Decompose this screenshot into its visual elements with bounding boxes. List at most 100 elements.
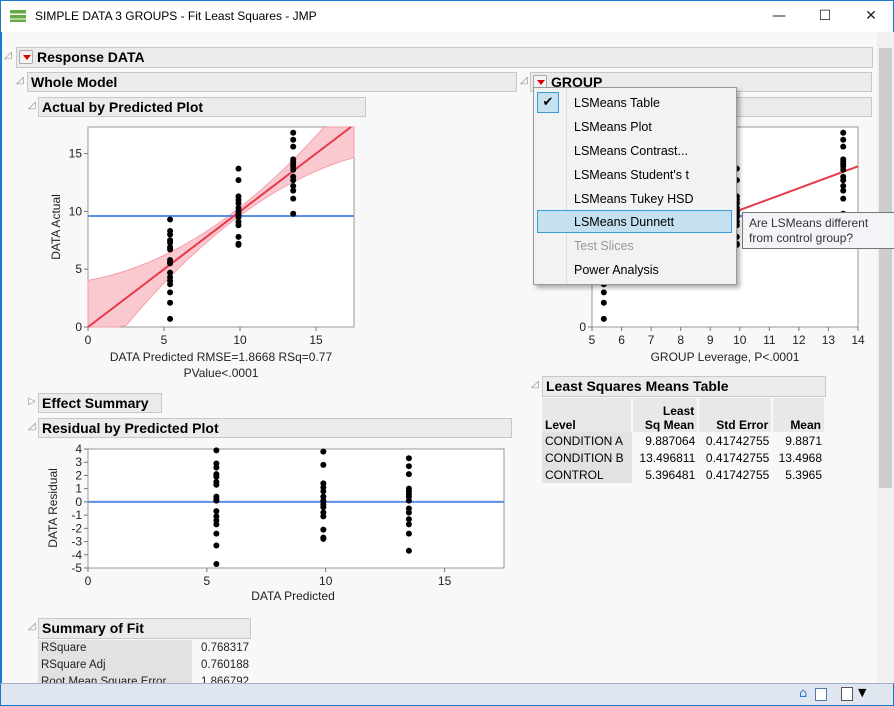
group-options-menu: ✔ LSMeans Table LSMeans Plot LSMeans Con… bbox=[533, 87, 737, 285]
menu-item-lsmeans-tukey-hsd[interactable]: LSMeans Tukey HSD bbox=[574, 192, 694, 206]
data-point bbox=[167, 281, 174, 288]
data-point bbox=[290, 187, 297, 194]
response-header: Response DATA bbox=[16, 47, 873, 68]
cell: 5.396481 bbox=[645, 467, 696, 482]
data-point bbox=[840, 129, 847, 136]
maximize-button[interactable]: ☐ bbox=[818, 8, 832, 24]
y-tick-label: -5 bbox=[71, 561, 82, 575]
residual-by-predicted-header[interactable]: Residual by Predicted Plot bbox=[38, 418, 512, 438]
data-point bbox=[840, 182, 847, 189]
cell: 5.3965 bbox=[785, 467, 822, 482]
menu-item-lsmeans-contrast[interactable]: LSMeans Contrast... bbox=[574, 144, 688, 158]
x-tick-label: 8 bbox=[677, 333, 684, 347]
collapse-triangle-icon[interactable]: ◿ bbox=[28, 621, 36, 632]
menu-item-lsmeans-plot[interactable]: LSMeans Plot bbox=[574, 120, 652, 134]
response-title: Response DATA bbox=[37, 49, 145, 65]
jmp-app-icon bbox=[10, 10, 26, 22]
effect-summary-header[interactable]: Effect Summary bbox=[38, 393, 162, 413]
y-tick-label: -3 bbox=[71, 535, 82, 549]
data-point bbox=[405, 530, 412, 537]
status-bar: ⌂ ▼ bbox=[0, 683, 894, 706]
y-tick-label: 15 bbox=[69, 147, 83, 161]
data-point bbox=[840, 136, 847, 143]
data-point bbox=[167, 289, 174, 296]
window-list-icon[interactable] bbox=[841, 687, 853, 701]
data-point bbox=[235, 233, 242, 240]
scrollbar-thumb[interactable] bbox=[879, 48, 892, 488]
menu-item-lsmeans-students-t[interactable]: LSMeans Student's t bbox=[574, 168, 689, 182]
value-rmse: 1.866792 bbox=[201, 676, 249, 683]
expand-triangle-icon[interactable]: ▷ bbox=[28, 396, 36, 407]
collapse-triangle-icon[interactable]: ◿ bbox=[531, 379, 539, 390]
y-tick-label: 0 bbox=[75, 320, 82, 334]
data-point bbox=[600, 289, 607, 296]
menu-item-lsmeans-table[interactable]: LSMeans Table bbox=[574, 96, 660, 110]
x-tick-label: 14 bbox=[851, 333, 865, 347]
y-axis-label: DATA Actual bbox=[49, 194, 63, 260]
collapse-triangle-icon[interactable]: ◿ bbox=[28, 421, 36, 432]
red-triangle-menu-icon[interactable] bbox=[19, 50, 33, 64]
y-tick-label: 10 bbox=[69, 204, 83, 218]
x-axis-label: DATA Predicted bbox=[251, 589, 335, 603]
close-button[interactable]: ✕ bbox=[865, 8, 877, 24]
menu-item-lsmeans-dunnett[interactable]: LSMeans Dunnett bbox=[574, 215, 675, 229]
lsm-table-header[interactable]: Least Squares Means Table bbox=[542, 376, 826, 397]
x-tick-label: 5 bbox=[161, 333, 168, 347]
y-tick-label: 5 bbox=[75, 262, 82, 276]
y-tick-label: -4 bbox=[71, 548, 82, 562]
actual-by-predicted-header[interactable]: Actual by Predicted Plot bbox=[38, 97, 366, 117]
collapse-triangle-icon[interactable]: ◿ bbox=[16, 75, 24, 86]
data-point bbox=[213, 447, 220, 454]
data-point bbox=[235, 214, 242, 221]
collapse-triangle-icon[interactable]: ◿ bbox=[28, 100, 36, 111]
tooltip: Are LSMeans different from control group… bbox=[742, 212, 894, 249]
data-point bbox=[840, 177, 847, 184]
dropdown-arrow-icon[interactable]: ▼ bbox=[858, 686, 867, 699]
label-rsquare: RSquare bbox=[41, 642, 87, 654]
label-rmse: Root Mean Square Error bbox=[41, 676, 167, 683]
cell: 13.496811 bbox=[639, 450, 696, 465]
y-tick-label: 2 bbox=[75, 468, 82, 482]
data-point bbox=[167, 246, 174, 253]
data-point bbox=[320, 488, 327, 495]
data-point bbox=[213, 561, 220, 568]
x-tick-label: 15 bbox=[309, 333, 323, 347]
cell: CONDITION B bbox=[542, 449, 633, 466]
data-point bbox=[600, 315, 607, 322]
menu-item-power-analysis[interactable]: Power Analysis bbox=[574, 263, 659, 277]
data-point bbox=[235, 241, 242, 248]
collapse-triangle-icon[interactable]: ◿ bbox=[520, 75, 528, 86]
x-tick-label: 13 bbox=[822, 333, 836, 347]
fit-line bbox=[87, 126, 352, 328]
data-point bbox=[167, 239, 174, 246]
data-table-icon[interactable] bbox=[815, 688, 827, 701]
y-tick-label: 0 bbox=[579, 320, 586, 334]
data-point bbox=[213, 464, 220, 471]
data-point bbox=[320, 504, 327, 511]
value-rsquare: 0.768317 bbox=[201, 642, 249, 654]
col-level: Level bbox=[542, 398, 634, 432]
x-axis-label-pvalue: PValue<.0001 bbox=[184, 366, 259, 380]
summary-of-fit-header[interactable]: Summary of Fit bbox=[38, 618, 251, 639]
home-icon[interactable]: ⌂ bbox=[799, 686, 808, 701]
data-point bbox=[235, 165, 242, 172]
data-point bbox=[213, 530, 220, 537]
table-row: CONTROL 5.396481 0.41742755 5.3965 bbox=[542, 466, 825, 483]
data-point bbox=[167, 231, 174, 238]
minimize-button[interactable]: — bbox=[772, 8, 786, 24]
data-point bbox=[290, 210, 297, 217]
collapse-triangle-icon[interactable]: ◿ bbox=[4, 50, 12, 61]
data-point bbox=[213, 481, 220, 488]
whole-model-header[interactable]: Whole Model bbox=[27, 72, 517, 92]
x-tick-label: 0 bbox=[85, 574, 92, 588]
data-point bbox=[405, 471, 412, 478]
data-point bbox=[213, 497, 220, 504]
cell: 9.8871 bbox=[785, 433, 822, 448]
data-point bbox=[167, 315, 174, 322]
y-tick-label: 1 bbox=[75, 482, 82, 496]
x-tick-label: 5 bbox=[589, 333, 596, 347]
col-mean: Mean bbox=[772, 398, 826, 432]
x-tick-label: 9 bbox=[707, 333, 714, 347]
group-title: GROUP bbox=[551, 74, 603, 90]
x-tick-label: 5 bbox=[204, 574, 211, 588]
